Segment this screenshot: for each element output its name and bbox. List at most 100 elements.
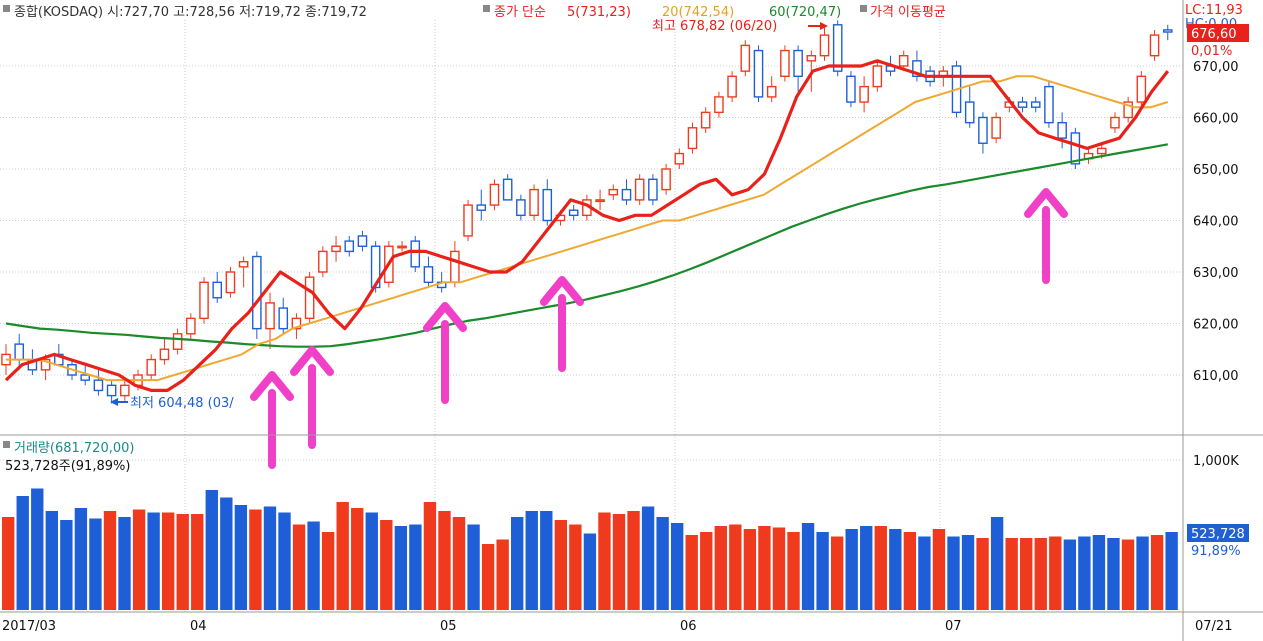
volume-bar [860, 526, 873, 610]
volume-bar [409, 524, 422, 610]
candle-body [793, 49, 803, 77]
y-tick-label: 650,00 [1193, 163, 1239, 178]
ma20-legend: 20(742,54) [662, 5, 734, 20]
y-tick-label: 670,00 [1193, 60, 1239, 75]
up-arrow-head-icon [423, 302, 467, 332]
candle-body [225, 271, 236, 294]
ma5-legend: 5(731,23) [567, 5, 631, 20]
candle-body [1136, 75, 1147, 103]
volume-bar [467, 524, 480, 610]
candle-body [423, 266, 434, 284]
volume-bar [772, 527, 786, 610]
volume-bar [351, 508, 364, 610]
candle-body [172, 333, 183, 350]
candle-body [661, 168, 671, 191]
square-bullet-icon [483, 5, 490, 12]
candle-body [238, 261, 249, 268]
volume-badge-bg [1187, 524, 1249, 542]
volume-bar [394, 526, 408, 610]
volume-bar [205, 490, 218, 610]
candle-body [199, 281, 209, 320]
volume-bar [481, 544, 495, 610]
up-arrow-head-icon [290, 346, 334, 376]
volume-bar [2, 517, 15, 610]
candle-body [1044, 85, 1054, 124]
volume-bar [1121, 539, 1135, 610]
candle-body [265, 302, 275, 330]
candle-body [278, 307, 289, 330]
ma5-line [4, 59, 1170, 392]
y-tick-label: 610,00 [1193, 369, 1239, 384]
candle-body [912, 60, 922, 77]
candle-body [1110, 116, 1120, 129]
candle-body [159, 348, 170, 361]
candle-body [410, 240, 421, 268]
y-tick-label: 640,00 [1193, 215, 1239, 230]
volume-bar [918, 536, 931, 610]
volume-bar [932, 529, 946, 610]
volume-bar [670, 523, 684, 610]
candle-body [344, 240, 355, 253]
volume-bar [598, 512, 611, 610]
volume-bar [714, 526, 727, 610]
x-tick-label: 05 [440, 619, 457, 634]
volume-badge: 523,728 [1191, 527, 1245, 542]
volume-bar [525, 511, 538, 610]
volume-bar [903, 532, 917, 610]
volume-bar [1020, 538, 1033, 610]
volume-bar [801, 523, 815, 610]
volume-bar [511, 517, 524, 610]
volume-bar [249, 509, 262, 610]
candle-body [1096, 147, 1107, 155]
candle-body [700, 111, 711, 129]
square-bullet-icon [3, 441, 10, 448]
volume-bar [423, 502, 437, 610]
annotation-arrows [250, 188, 1068, 469]
candle-body [568, 209, 579, 217]
candle-body [331, 245, 341, 253]
ohlc-summary: 종합(KOSDAQ) 시:727,70 고:728,56 저:719,72 종:… [14, 5, 367, 20]
candle-body [291, 317, 302, 330]
volume-bar [1165, 532, 1178, 610]
volume-bar [990, 517, 1004, 610]
candle-body [1070, 132, 1081, 165]
candle-body [106, 384, 117, 397]
volume-bar [816, 532, 829, 610]
volume-bar [220, 497, 233, 610]
candle-body [529, 188, 539, 217]
candle-body [186, 317, 196, 335]
current-change: 0,01% [1191, 44, 1232, 59]
volume-bar [1150, 535, 1164, 610]
up-arrow-head-icon [1024, 188, 1068, 218]
volume-bar [729, 524, 742, 610]
candle-body [397, 245, 407, 249]
up-arrow-head-icon [540, 276, 584, 306]
candle-body [978, 116, 988, 144]
volume-pct: 91,89% [1191, 544, 1241, 559]
volume-bar [452, 517, 466, 610]
square-bullet-icon [860, 5, 867, 12]
candles [1, 20, 1173, 404]
candle-body [93, 379, 104, 392]
lc-value: LC:11,93 [1185, 3, 1243, 18]
volume-bar [380, 520, 393, 610]
volume-bar [743, 529, 757, 610]
volume-bar [1063, 539, 1077, 610]
candle-body [80, 374, 91, 381]
volume-bar [1078, 536, 1091, 610]
volume-bar [641, 506, 655, 610]
volume-title: 거래량(681,720,00) [14, 441, 134, 456]
candle-body [648, 178, 658, 201]
candle-body [14, 343, 24, 361]
volume-bar [31, 488, 44, 610]
volume-bar [336, 502, 349, 610]
candle-body [964, 101, 975, 124]
volume-bar [1107, 538, 1120, 610]
candle-body [304, 276, 315, 320]
volume-bar [292, 524, 306, 610]
volume-bar [540, 511, 553, 610]
volume-bar [147, 512, 160, 610]
volume-bar [132, 509, 146, 610]
volume-bar [496, 539, 509, 610]
